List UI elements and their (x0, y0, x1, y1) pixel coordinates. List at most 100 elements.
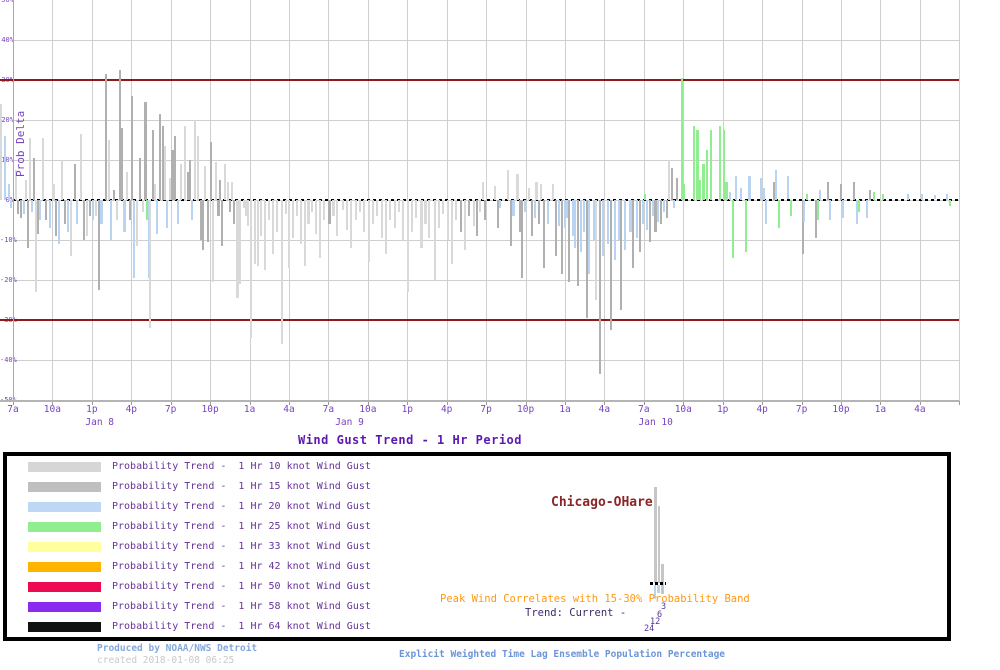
bar-b20 (574, 199, 577, 248)
bar-g15 (206, 199, 210, 242)
x-tick-label: 10a (359, 404, 377, 415)
station-label: Chicago-OHare (551, 495, 653, 510)
bar-g15 (814, 199, 817, 238)
bar-g10 (95, 199, 98, 216)
bar-b20 (855, 199, 858, 224)
x-tick-mark (446, 401, 448, 405)
bar-b20 (9, 199, 12, 208)
bar-g15 (32, 157, 35, 200)
y-tick-label: 50% (0, 0, 14, 4)
bar-g25 (731, 199, 735, 258)
x-tick-mark (328, 401, 330, 405)
bar-g10 (149, 199, 152, 328)
x-tick-label: 4a (283, 404, 295, 415)
legend-row: Probability Trend - 1 Hr 50 knot Wind Gu… (7, 581, 947, 601)
legend-row: Probability Trend - 1 Hr 33 knot Wind Gu… (7, 541, 947, 561)
bar-g10 (668, 159, 671, 200)
bar-b20 (76, 199, 79, 224)
gridline-horizontal (13, 359, 960, 361)
bar-g10 (494, 185, 497, 200)
bar-g15 (654, 199, 657, 232)
bar-g15 (210, 141, 213, 200)
x-tick-mark (525, 401, 527, 405)
bar-b20 (617, 199, 620, 240)
bar-g15 (186, 171, 189, 200)
bar-b20 (934, 194, 937, 200)
bar-g25 (709, 129, 712, 200)
bar-b20 (563, 199, 566, 228)
x-tick-label: 1a (559, 404, 571, 415)
bar-b20 (110, 199, 113, 240)
bar-g10 (551, 183, 555, 200)
bar-b20 (787, 176, 790, 200)
bar-g10 (246, 199, 250, 226)
x-tick-mark (801, 401, 803, 405)
bar-g10 (287, 199, 290, 268)
bar-g25 (777, 199, 781, 228)
inset-bar (653, 585, 656, 599)
bar-b20 (641, 199, 645, 224)
bar-g15 (45, 199, 48, 220)
bar-g10 (478, 199, 482, 212)
bar-g10 (307, 199, 310, 224)
bar-g10 (507, 169, 510, 200)
bar-b20 (829, 199, 832, 220)
bar-g10 (243, 199, 246, 208)
legend-label: Probability Trend - 1 Hr 33 knot Wind Gu… (112, 541, 371, 552)
bar-g15 (161, 125, 164, 200)
x-axis-line (0, 400, 959, 402)
bar-b20 (842, 199, 845, 218)
legend-label: Probability Trend - 1 Hr 20 knot Wind Gu… (112, 501, 371, 512)
x-tick-label: 4a (598, 404, 611, 415)
bar-g10 (85, 199, 89, 236)
bar-g25 (718, 125, 721, 200)
bar-g15 (561, 199, 564, 274)
bar-b20 (176, 199, 179, 224)
bar-b20 (748, 175, 751, 200)
legend-label: Probability Trend - 1 Hr 64 knot Wind Gu… (112, 621, 371, 632)
bar-g10 (164, 145, 167, 200)
x-tick-mark (170, 401, 172, 405)
bar-g10 (311, 199, 314, 212)
bar-g10 (256, 199, 259, 266)
bar-b20 (66, 199, 70, 232)
x-tick-mark (880, 401, 882, 405)
bar-g15 (112, 189, 116, 200)
x-tick-label: 7p (164, 404, 177, 415)
y-axis-line (13, 0, 14, 401)
x-tick-mark (13, 401, 14, 405)
bar-g25 (789, 199, 792, 216)
x-tick-mark (52, 401, 54, 405)
bar-b20 (91, 199, 95, 220)
bar-b20 (100, 199, 103, 224)
bar-b20 (739, 187, 742, 200)
bar-b20 (601, 199, 604, 256)
inset-lag-label: 3 (661, 602, 667, 612)
legend-swatch (28, 622, 101, 632)
date-label: Jan 10 (638, 417, 673, 428)
bar-g10 (204, 165, 207, 200)
bar-g10 (28, 137, 31, 200)
bar-g10 (153, 183, 156, 200)
bar-g10 (407, 199, 410, 292)
bar-b20 (607, 199, 610, 244)
bar-g25 (948, 199, 951, 206)
bar-g15 (201, 199, 204, 250)
bar-g10 (481, 181, 484, 200)
x-tick-label: 10a (674, 404, 692, 415)
bar-b20 (7, 183, 10, 200)
bar-g15 (82, 199, 85, 240)
bar-b20 (155, 199, 158, 234)
bar-g10 (183, 125, 187, 200)
x-tick-label: 7a (638, 404, 650, 415)
bar-g10 (345, 199, 348, 230)
bar-g10 (446, 199, 449, 240)
bar-b20 (921, 193, 924, 200)
bar-b20 (147, 199, 150, 278)
bar-b20 (123, 199, 126, 232)
gridline-horizontal (13, 119, 960, 121)
bar-g15 (670, 167, 673, 200)
legend-label: Probability Trend - 1 Hr 58 knot Wind Gu… (112, 601, 371, 612)
bar-b20 (546, 199, 549, 224)
bar-b20 (735, 175, 738, 200)
